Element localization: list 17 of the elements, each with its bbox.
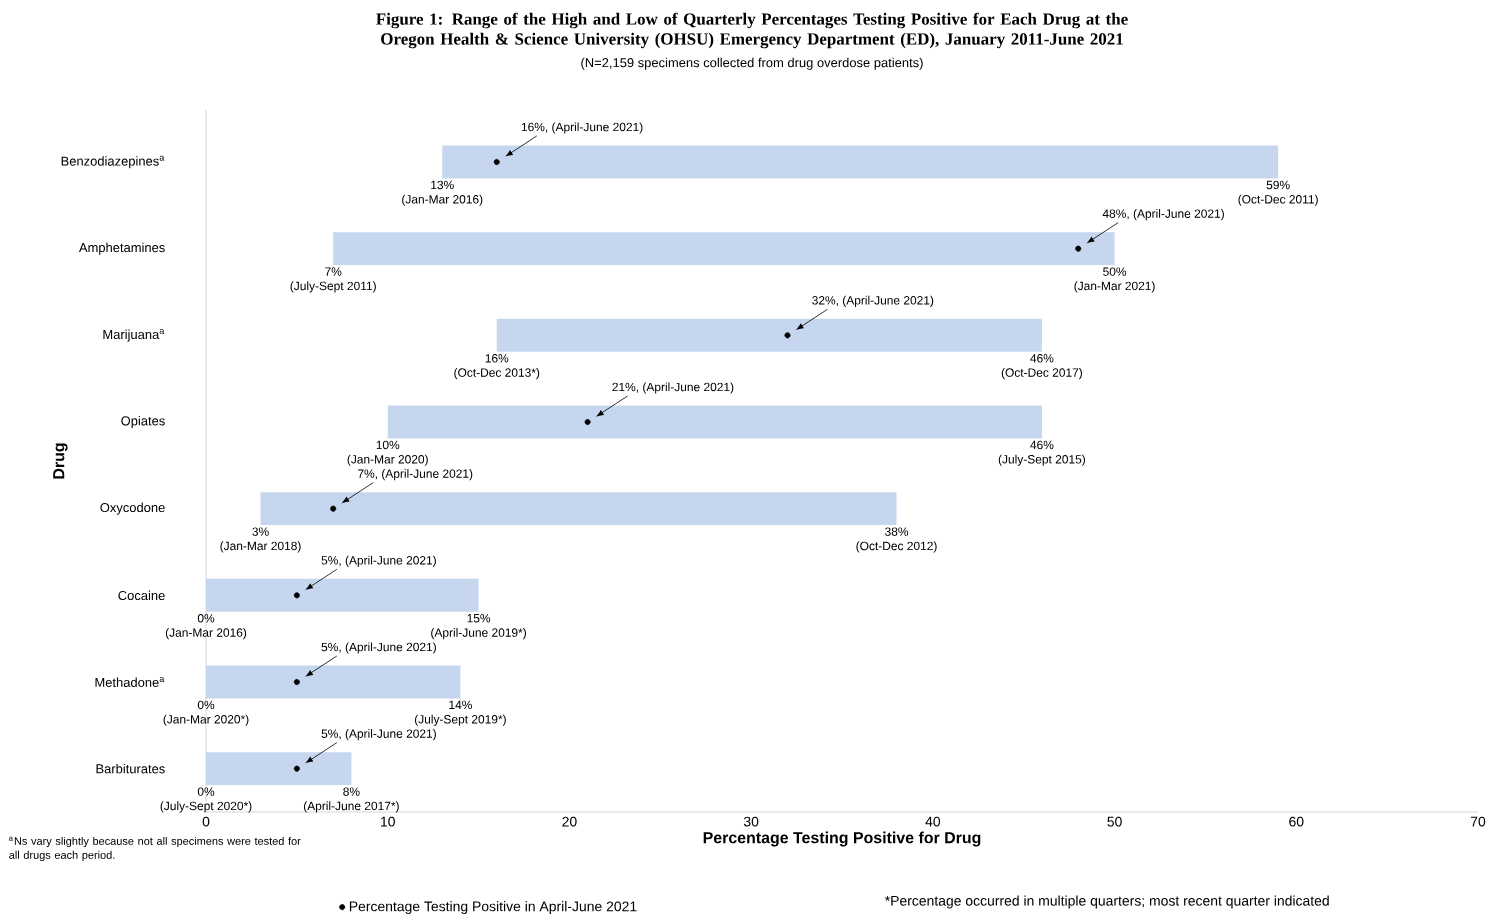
bar	[333, 232, 1115, 266]
point	[293, 678, 300, 685]
point	[493, 159, 500, 165]
bar	[387, 405, 1042, 439]
bar	[442, 145, 1279, 179]
point	[330, 505, 337, 512]
bar	[260, 492, 897, 526]
point	[293, 765, 300, 772]
point	[584, 418, 591, 425]
point	[293, 592, 300, 599]
bar	[206, 752, 352, 786]
chart-title: Figure 1: Range of the High and Low of Quarterly Percentages Testing Positive for Each Drug at the Oregon Health & Science University (OHSU) Emergency Department (ED), January 2011-June 2021	[376, 12, 1128, 49]
point	[1075, 245, 1082, 252]
bar	[496, 318, 1042, 352]
point	[784, 332, 791, 339]
bar	[206, 578, 479, 612]
bar	[206, 665, 461, 699]
